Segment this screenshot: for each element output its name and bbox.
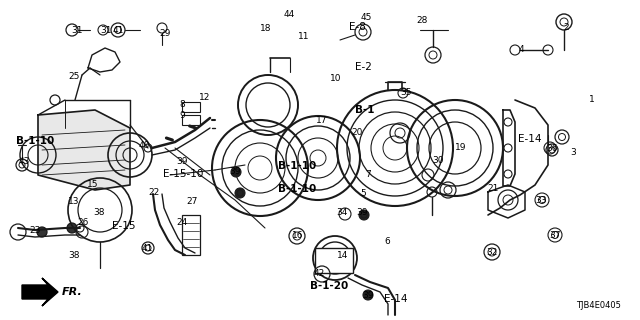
Circle shape — [37, 227, 47, 237]
Text: E-14: E-14 — [518, 134, 542, 144]
Text: 31: 31 — [100, 26, 111, 35]
Text: 39: 39 — [230, 167, 241, 176]
Text: 11: 11 — [298, 32, 310, 41]
Text: 23: 23 — [29, 226, 41, 235]
Text: 9: 9 — [180, 111, 185, 120]
Text: 22: 22 — [148, 188, 159, 196]
Text: 31: 31 — [71, 26, 83, 35]
Bar — [182, 115, 200, 125]
Text: 35: 35 — [401, 88, 412, 97]
Text: 45: 45 — [360, 13, 372, 22]
Text: 30: 30 — [433, 156, 444, 164]
Text: 33: 33 — [535, 196, 547, 204]
Text: 42: 42 — [313, 269, 324, 278]
Text: 21: 21 — [487, 184, 499, 193]
Text: 37: 37 — [550, 231, 561, 240]
Text: 16: 16 — [292, 231, 303, 240]
Text: 18: 18 — [260, 24, 271, 33]
Text: E-14: E-14 — [384, 294, 408, 304]
Text: E-2: E-2 — [355, 62, 372, 72]
Text: 38: 38 — [68, 252, 79, 260]
Circle shape — [363, 290, 373, 300]
Text: 39: 39 — [362, 292, 374, 300]
Circle shape — [67, 223, 77, 233]
Text: 20: 20 — [351, 128, 363, 137]
Text: 41: 41 — [113, 26, 124, 35]
Text: 3: 3 — [570, 148, 575, 156]
Text: 1: 1 — [589, 95, 595, 104]
Circle shape — [365, 292, 371, 298]
Text: 7: 7 — [365, 170, 371, 179]
Circle shape — [359, 210, 369, 220]
Text: 36: 36 — [546, 144, 557, 153]
Text: 13: 13 — [68, 197, 79, 206]
Text: 17: 17 — [316, 116, 327, 124]
Text: 44: 44 — [284, 10, 295, 19]
Text: 26: 26 — [77, 218, 89, 227]
Text: 6: 6 — [385, 237, 390, 246]
Text: E-8: E-8 — [349, 22, 365, 32]
Text: FR.: FR. — [62, 287, 83, 297]
Text: 15: 15 — [87, 180, 99, 188]
Text: 4: 4 — [519, 45, 524, 54]
Polygon shape — [22, 278, 58, 306]
Circle shape — [237, 190, 243, 196]
Text: 25: 25 — [68, 72, 79, 81]
Text: 40: 40 — [138, 141, 150, 150]
Circle shape — [235, 188, 245, 198]
Text: 38: 38 — [93, 208, 105, 217]
Text: 19: 19 — [455, 143, 467, 152]
Text: 14: 14 — [337, 252, 348, 260]
Circle shape — [231, 167, 241, 177]
Bar — [315, 248, 353, 273]
Circle shape — [361, 212, 367, 218]
Text: B-1-20: B-1-20 — [310, 281, 349, 292]
Bar — [182, 102, 200, 112]
Text: 12: 12 — [199, 93, 211, 102]
Text: B-1-10: B-1-10 — [278, 184, 317, 194]
Text: 39: 39 — [356, 208, 368, 217]
Text: 39: 39 — [177, 157, 188, 166]
Polygon shape — [38, 110, 130, 190]
Bar — [182, 215, 200, 255]
Text: 41: 41 — [141, 244, 153, 252]
Text: 2: 2 — [564, 23, 569, 32]
Text: 5: 5 — [361, 189, 366, 198]
Text: 10: 10 — [330, 74, 342, 83]
Text: 27: 27 — [186, 197, 198, 206]
Text: B-1-10: B-1-10 — [278, 161, 317, 172]
Text: B-1: B-1 — [355, 105, 374, 116]
Circle shape — [233, 169, 239, 175]
Text: 29: 29 — [159, 29, 171, 38]
Text: B-1-10: B-1-10 — [16, 136, 54, 146]
Text: 28: 28 — [417, 16, 428, 25]
Text: 34: 34 — [337, 208, 348, 217]
Text: 8: 8 — [180, 100, 185, 108]
Text: E-15-10: E-15-10 — [163, 169, 204, 180]
Text: 32: 32 — [486, 248, 497, 257]
Text: 24: 24 — [177, 218, 188, 227]
Text: E-15: E-15 — [112, 220, 136, 231]
Text: TJB4E0405: TJB4E0405 — [576, 301, 621, 310]
Text: 43: 43 — [19, 157, 30, 166]
